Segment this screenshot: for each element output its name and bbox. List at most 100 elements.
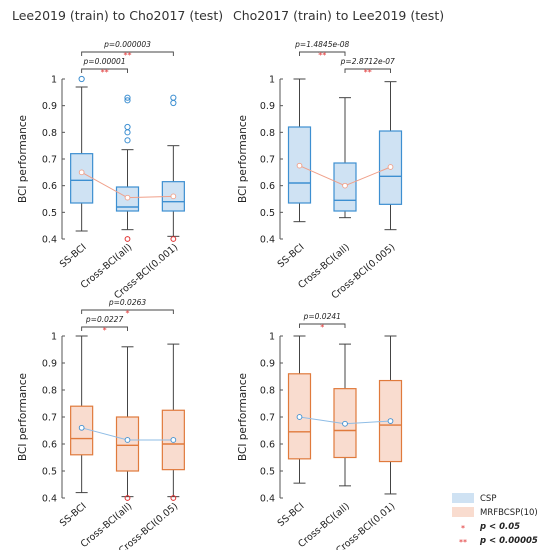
y-tick-label: 0.7 (260, 155, 275, 166)
y-tick-label: 0.7 (42, 155, 57, 166)
box-iqr (70, 153, 94, 204)
outlier-point (124, 94, 131, 101)
significance-stars: * (320, 323, 324, 332)
y-tick-label: 0.5 (260, 208, 275, 219)
outlier-point (124, 495, 131, 501)
legend-label: CSP (480, 494, 496, 504)
bracket-line (81, 309, 174, 314)
mean-marker (387, 164, 394, 170)
y-tick-label: 0.6 (42, 440, 57, 451)
p-value-label: p=0.000003 (103, 40, 151, 49)
box-1 (70, 335, 94, 494)
y-axis-label: BCI performance (237, 373, 249, 461)
y-tick-label: 0.4 (42, 494, 57, 505)
legend-star: * (461, 524, 465, 533)
outlier-point (170, 236, 177, 242)
y-tick-label: 0.9 (260, 359, 275, 370)
mean-marker (78, 424, 85, 431)
legend-label: p < 0.00005 (479, 536, 538, 546)
chart-title: Cho2017 (train) to Lee2019 (test) (233, 8, 444, 23)
significance-stars: * (126, 309, 130, 318)
p-value-label: p=1.4845e-08 (294, 40, 349, 49)
p-value-label: p=0.0241 (303, 312, 341, 321)
mean-marker (296, 414, 303, 420)
y-tick-label: 0.6 (42, 181, 57, 192)
p-value-label: p=0.0227 (85, 315, 124, 324)
box-iqr (115, 416, 140, 472)
p-value-label: p=0.0263 (108, 298, 147, 307)
y-tick-label: 0.7 (260, 413, 275, 424)
y-tick-label: 0.4 (42, 235, 57, 246)
y-tick-label: 0.9 (260, 101, 275, 112)
bracket-line (81, 326, 128, 331)
outlier-point (124, 129, 131, 136)
outlier-point (170, 99, 177, 107)
outlier-point (124, 236, 131, 242)
legend-swatch (452, 493, 474, 503)
box-1 (70, 75, 94, 232)
bracket-line (81, 68, 128, 73)
y-axis-label: BCI performance (17, 115, 29, 203)
box-3 (161, 94, 185, 242)
mean-marker (387, 418, 394, 424)
mean-marker (170, 193, 177, 200)
box-2 (333, 97, 357, 219)
y-tick-label: 0.6 (260, 440, 275, 451)
p-value-label: p=2.8712e-07 (340, 57, 395, 66)
chart-panel-4: 0.4 0.5 0.6 0.7 0.8 0.9 1 BCI performance SS-BCI… (237, 312, 403, 550)
significance-stars: ** (101, 68, 109, 77)
y-axis-label: BCI performance (237, 115, 249, 203)
y-tick-label: 1 (269, 75, 275, 86)
mean-marker (124, 194, 131, 201)
significance-bracket: p=0.0227 * (81, 315, 128, 335)
outlier-point (124, 123, 131, 131)
outlier-point (124, 97, 131, 104)
box-2 (115, 346, 140, 501)
y-tick-label: 0.5 (42, 467, 57, 478)
box-1 (287, 78, 312, 223)
y-tick-label: 0.4 (260, 494, 275, 505)
bracket-line (299, 51, 346, 56)
mean-marker (296, 162, 303, 169)
y-tick-label: 0.4 (260, 235, 275, 246)
outlier-point (124, 137, 131, 144)
x-tick-label: SS-BCI (58, 242, 89, 270)
significance-bracket: p=0.0263 * (81, 298, 174, 318)
p-value-label: p=0.00001 (83, 57, 126, 66)
significance-bracket: p=2.8712e-07 ** (340, 57, 395, 77)
y-axis-label: BCI performance (17, 373, 29, 461)
outlier-point (170, 94, 177, 101)
box-3 (161, 343, 185, 501)
significance-stars: ** (364, 68, 372, 77)
significance-bracket: p=0.00001 ** (81, 57, 128, 77)
bracket-line (344, 68, 391, 73)
y-tick-label: 0.7 (42, 413, 57, 424)
y-tick-label: 1 (51, 75, 57, 86)
legend-swatch (452, 507, 474, 517)
mean-marker (124, 437, 131, 443)
significance-bracket: p=1.4845e-08 ** (294, 40, 349, 60)
box-2 (333, 343, 357, 487)
y-tick-label: 1 (51, 332, 57, 343)
box-2 (115, 94, 140, 242)
outlier-point (78, 75, 85, 83)
y-tick-label: 0.8 (260, 386, 275, 397)
chart-panel-3: 0.4 0.5 0.6 0.7 0.8 0.9 1 BCI performance SS-BCI… (17, 298, 185, 550)
box-3 (378, 81, 403, 231)
significance-stars: ** (318, 51, 326, 60)
y-tick-label: 0.9 (42, 101, 57, 112)
bracket-line (81, 51, 174, 56)
legend-star: ** (459, 538, 467, 547)
box-3 (378, 335, 403, 495)
legend: CSP MRFBCSP(10) * p < 0.05 ** p < 0.00005 (452, 493, 538, 547)
chart-panel-2: Cho2017 (train) to Lee2019 (test) 0.4 0.5 0… (233, 8, 444, 301)
mean-marker (342, 420, 348, 427)
chart-title: Lee2019 (train) to Cho2017 (test) (12, 8, 223, 23)
x-tick-label: SS-BCI (276, 501, 307, 529)
mean-marker (342, 182, 348, 189)
significance-bracket: p=0.0241 * (299, 312, 346, 332)
chart-panel-1: Lee2019 (train) to Cho2017 (test) 0.4 0.5 0… (12, 8, 223, 301)
y-tick-label: 0.8 (42, 128, 57, 139)
mean-marker (78, 169, 85, 176)
